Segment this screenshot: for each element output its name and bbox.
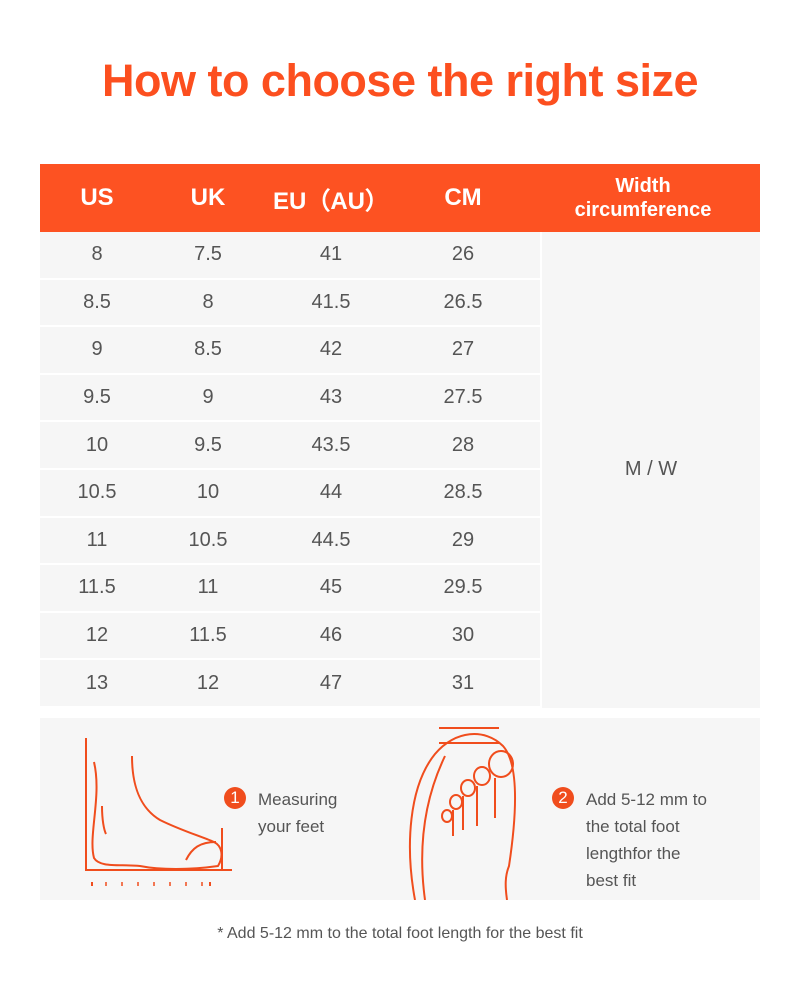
header-width: Width circumference	[526, 174, 760, 222]
table-cell: 8	[91, 243, 103, 266]
table-row: 10 9.5 43.5 28	[40, 422, 540, 470]
header-uk: UK	[190, 184, 226, 211]
table-cell: 45	[319, 576, 343, 599]
table-cell: 13	[85, 671, 109, 694]
header-width-line2: circumference	[574, 199, 712, 221]
top-foot-icon	[408, 727, 516, 900]
measuring-illustration: 1 Measuring your feet 2 Add 5-12 mm to the…	[40, 718, 760, 900]
table-cell: 9	[91, 338, 103, 361]
step-text: Add 5-12 mm to	[586, 790, 707, 809]
step-text: best fit	[586, 871, 637, 890]
step-2: 2 Add 5-12 mm to the total foot lengthfor …	[552, 786, 707, 894]
table-cell: 46	[319, 624, 343, 647]
footnote: * Add 5-12 mm to the total foot length f…	[217, 925, 583, 942]
table-cell: 11	[197, 576, 219, 599]
page-title: How to choose the right size	[101, 55, 699, 106]
table-cell: 8	[202, 290, 214, 313]
table-row: 13 12 47 31	[40, 660, 540, 708]
table-cell: 26.5	[443, 290, 483, 313]
table-cell: 9.5	[194, 433, 222, 456]
table-cell: 11	[86, 528, 108, 551]
table-cell: 43.5	[311, 433, 351, 456]
side-foot-icon	[85, 738, 232, 886]
table-row: 10.5 10 44 28.5	[40, 469, 540, 518]
header-width-line1: Width	[615, 175, 671, 197]
table-cell: 29	[451, 528, 475, 551]
size-chart-table: US UK EU（AU） CM Width circumference 8 7.5…	[40, 164, 760, 708]
table-row: 8.5 8 41.5 26.5	[40, 279, 540, 328]
table-cell: 47	[319, 671, 343, 694]
step-text: your feet	[258, 817, 325, 836]
table-cell: 10.5	[188, 528, 228, 551]
table-row: 9.5 9 43 27.5	[40, 374, 540, 423]
table-cell: 10	[85, 433, 109, 456]
table-row: 12 11.5 46 30	[40, 612, 540, 661]
header-us: US	[80, 184, 114, 211]
table-cell: 42	[319, 338, 343, 361]
table-row: 11.5 11 45 29.5	[40, 565, 540, 613]
table-cell: 9.5	[83, 386, 111, 409]
step-text: the total foot	[586, 817, 680, 836]
table-cell: 43	[319, 386, 343, 409]
table-cell: 26	[451, 243, 475, 266]
table-cell: 27	[451, 338, 475, 361]
table-row: 8 7.5 41 26	[40, 232, 540, 280]
step-text: lengthfor the	[586, 844, 681, 863]
table-rows: 8 7.5 41 26 8.5 8 41.5 26.5 9 8.5 42 27 9.5 9 43 27.5 10…	[40, 232, 540, 708]
width-value: M / W	[542, 232, 760, 708]
step-1: 1 Measuring your feet	[224, 786, 337, 840]
table-cell: 27.5	[443, 386, 483, 409]
table-cell: 8.5	[83, 290, 111, 313]
table-cell: 10.5	[77, 481, 117, 504]
table-cell: 44.5	[311, 528, 351, 551]
table-cell: 29.5	[443, 576, 483, 599]
table-cell: 9	[202, 386, 214, 409]
table-cell: 41	[319, 243, 343, 266]
table-cell: 28.5	[443, 481, 483, 504]
table-cell: 31	[451, 671, 475, 694]
table-cell: 28	[451, 433, 475, 456]
table-cell: 11.5	[189, 624, 227, 647]
table-row: 11 10.5 44.5 29	[40, 517, 540, 566]
table-header: US UK EU（AU） CM Width circumference	[40, 164, 760, 232]
step-number: 1	[224, 787, 246, 809]
step-text: Measuring	[258, 790, 338, 809]
table-cell: 12	[85, 624, 109, 647]
table-cell: 41.5	[311, 290, 351, 313]
table-cell: 7.5	[194, 243, 222, 266]
table-cell: 11.5	[78, 576, 116, 599]
table-cell: 44	[319, 481, 343, 504]
table-cell: 10	[196, 481, 220, 504]
step-number: 2	[552, 787, 574, 809]
table-cell: 30	[451, 624, 475, 647]
header-cm: CM	[444, 184, 482, 211]
table-cell: 12	[196, 671, 220, 694]
header-eu: EU（AU）	[272, 187, 389, 215]
table-cell: 8.5	[194, 338, 222, 361]
table-row: 9 8.5 42 27	[40, 327, 540, 375]
